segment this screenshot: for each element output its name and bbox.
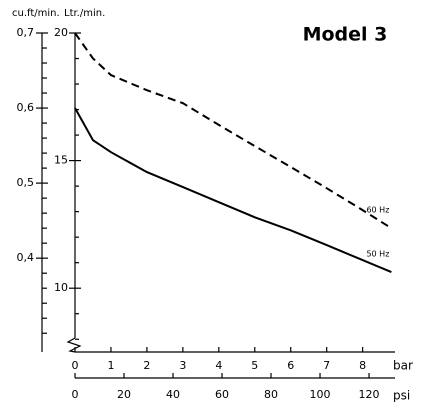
x-axis-title: bar (393, 359, 413, 373)
axis-break (66, 337, 82, 353)
x-tick-label: 8 (359, 359, 366, 372)
x-tick-label: 1 (107, 359, 114, 372)
y-tick-label: 10 (54, 281, 68, 294)
x2-tick-label: 100 (310, 388, 331, 401)
x-tick-label: 7 (323, 359, 330, 372)
y-tick-label: 15 (54, 154, 68, 167)
x2-tick-label: 0 (72, 388, 79, 401)
chart-title: Model 3 (303, 24, 388, 46)
series-line (74, 107, 392, 274)
y-tick-label: 20 (54, 26, 68, 39)
y2-axis-title: cu.ft/min. (12, 8, 60, 19)
x2-axis-title: psi (393, 389, 410, 403)
series-line (74, 32, 392, 230)
x-tick-label: 6 (287, 359, 294, 372)
x2-tick-label: 120 (359, 388, 380, 401)
x2-tick-label: 20 (117, 388, 131, 401)
x2-tick-label: 80 (264, 388, 278, 401)
x2-tick-label: 40 (166, 388, 180, 401)
series-label: 50 Hz (366, 250, 389, 259)
series-label: 60 Hz (366, 206, 389, 215)
y2-tick-label: 0,4 (17, 251, 35, 264)
x-tick-label: 0 (72, 359, 79, 372)
x-tick-label: 3 (179, 359, 186, 372)
y2-tick-label: 0,7 (17, 26, 35, 39)
x2-tick-label: 60 (215, 388, 229, 401)
y2-tick-label: 0,6 (17, 101, 35, 114)
y-axis-title: Ltr./min. (64, 8, 105, 19)
x-tick-label: 5 (251, 359, 258, 372)
x-tick-label: 2 (143, 359, 150, 372)
y2-tick-label: 0,5 (17, 176, 35, 189)
x-tick-label: 4 (215, 359, 222, 372)
